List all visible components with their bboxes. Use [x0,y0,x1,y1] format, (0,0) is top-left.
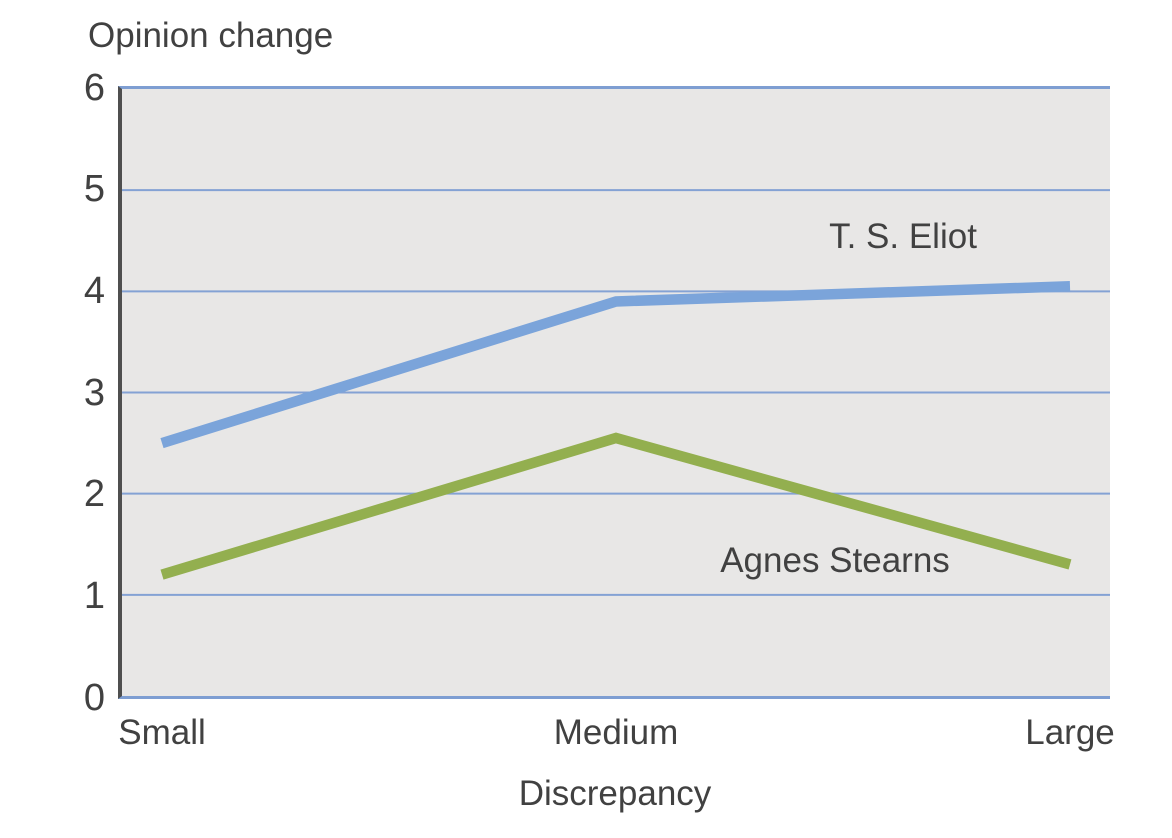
x-axis-title: Discrepancy [518,774,712,813]
series-line-t-s-eliot [160,281,1071,449]
x-tick-label-small: Small [118,713,206,752]
line-chart-canvas [122,189,1110,596]
y-tick-label-6: 6 [83,66,105,109]
x-tick-label-large: Large [1025,713,1115,752]
series-label-agnes-stearns: Agnes Stearns [720,541,950,580]
y-tick-label-2: 2 [83,473,105,516]
y-tick-label-5: 5 [83,168,105,211]
series-line-agnes-stearns [160,432,1072,580]
y-tick-label-0: 0 [83,676,105,719]
y-axis-title: Opinion change [88,16,334,55]
y-tick-label-3: 3 [83,371,105,414]
y-tick-label-1: 1 [83,574,105,617]
plot-area: T. S. Eliot Agnes Stearns [118,86,1110,699]
series-label-ts-eliot: T. S. Eliot [829,217,977,256]
y-tick-label-4: 4 [83,269,105,312]
x-tick-label-medium: Medium [553,713,679,752]
